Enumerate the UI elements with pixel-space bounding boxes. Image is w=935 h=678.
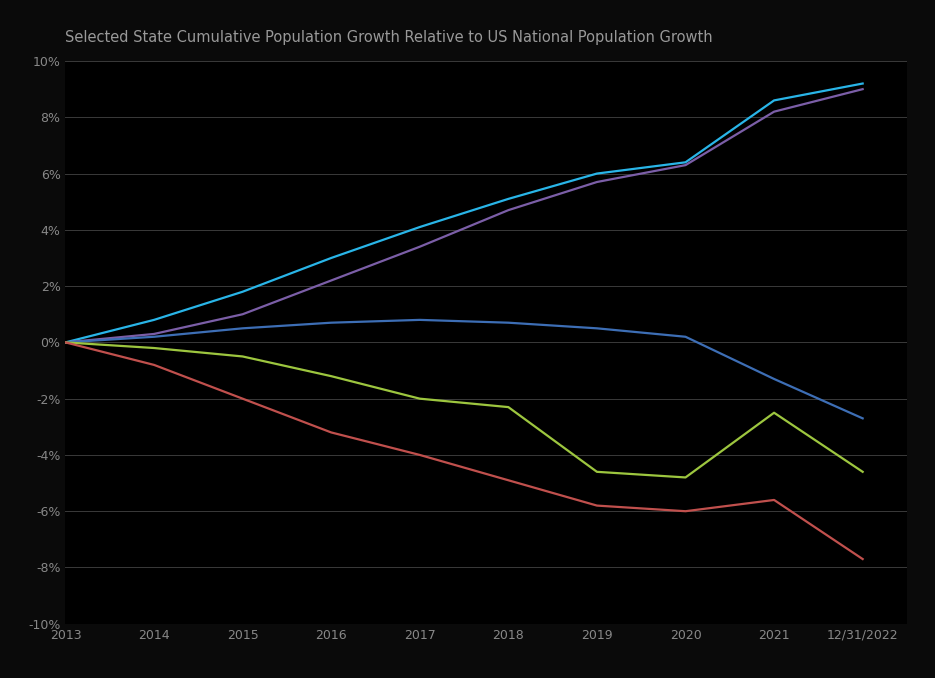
Text: Selected State Cumulative Population Growth Relative to US National Population G: Selected State Cumulative Population Gro… [65, 30, 713, 45]
